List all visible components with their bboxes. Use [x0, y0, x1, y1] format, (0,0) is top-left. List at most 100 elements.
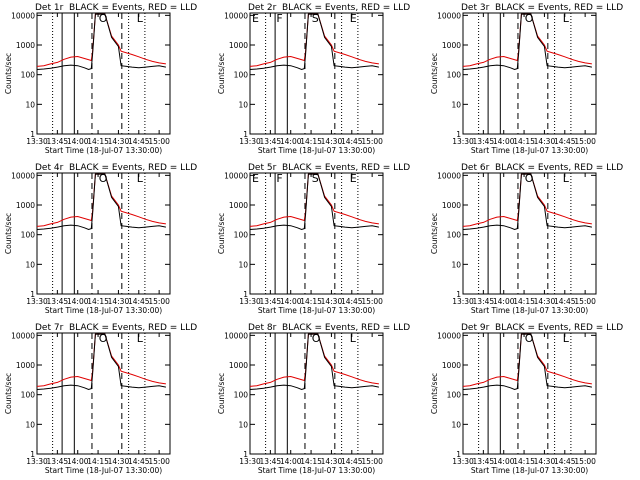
x-tick-label: 14:30	[534, 297, 556, 306]
x-axis-label: Start Time (18-Jul-07 13:30:00)	[471, 146, 588, 155]
events-series-line	[249, 333, 380, 391]
y-tick-label: 10000	[437, 331, 461, 340]
y-tick-label: 10000	[11, 171, 35, 180]
y-tick-label: 10000	[11, 331, 35, 340]
plot-frame	[36, 172, 171, 295]
panel-title: Det 5r	[248, 163, 277, 173]
x-tick-label: 14:00	[67, 457, 89, 466]
x-tick-label: 13:45	[47, 297, 69, 306]
plot-frame	[249, 172, 384, 295]
x-tick-label: 14:00	[493, 457, 515, 466]
x-tick-label: 14:45	[341, 137, 363, 146]
x-axis-label: Start Time (18-Jul-07 13:30:00)	[258, 466, 375, 475]
panel-title: Det 6r	[461, 163, 490, 173]
x-tick-label: 14:30	[321, 297, 343, 306]
x-tick-label: 14:30	[108, 457, 130, 466]
y-tick-label: 10	[238, 420, 248, 429]
x-tick-label: 13:45	[260, 457, 282, 466]
x-tick-label: 13:30	[452, 457, 474, 466]
x-axis-label: Start Time (18-Jul-07 13:30:00)	[45, 466, 162, 475]
y-tick-label: 10	[451, 100, 461, 109]
x-tick-label: 14:15	[87, 297, 109, 306]
x-tick-label: 13:45	[47, 137, 69, 146]
x-tick-label: 14:00	[67, 137, 89, 146]
x-tick-label: 14:45	[341, 457, 363, 466]
panel-legend: BLACK = Events, RED = LLD	[495, 323, 623, 333]
detector-panel: Det 4r BLACK = Events, RED = LLD 13:3013:4…	[4, 163, 197, 315]
state-marker: F	[276, 172, 282, 185]
detector-panel: Det 3r BLACK = Events, RED = LLD 13:3013:4…	[430, 3, 623, 155]
y-tick-label: 1	[243, 130, 248, 139]
y-tick-label: 10	[25, 100, 35, 109]
y-tick-label: 1000	[229, 41, 248, 50]
detector-panel: Det 8r BLACK = Events, RED = LLD 13:3013:4…	[217, 323, 410, 475]
y-tick-label: 1000	[442, 201, 461, 210]
events-series-line	[249, 13, 380, 71]
events-series-line	[36, 13, 167, 71]
x-tick-label: 14:00	[280, 297, 302, 306]
y-tick-label: 1	[456, 450, 461, 459]
panel-title: Det 9r	[461, 323, 490, 333]
y-tick-label: 10000	[11, 11, 35, 20]
y-tick-label: 1000	[442, 361, 461, 370]
x-tick-label: 13:30	[239, 137, 261, 146]
x-axis-label: Start Time (18-Jul-07 13:30:00)	[45, 146, 162, 155]
x-tick-label: 15:00	[574, 457, 596, 466]
x-tick-label: 13:30	[239, 297, 261, 306]
x-tick-label: 14:00	[493, 137, 515, 146]
detector-panel: Det 7r BLACK = Events, RED = LLD 13:3013:4…	[4, 323, 197, 475]
y-tick-label: 10	[238, 260, 248, 269]
y-tick-label: 10	[451, 260, 461, 269]
panel-legend: BLACK = Events, RED = LLD	[69, 163, 197, 173]
panel-legend: BLACK = Events, RED = LLD	[495, 3, 623, 13]
y-tick-label: 1	[30, 290, 35, 299]
plot-frame	[36, 12, 171, 135]
y-axis-label: Counts/sec	[4, 53, 13, 94]
x-tick-label: 14:15	[87, 137, 109, 146]
panel-title: Det 4r	[35, 163, 64, 173]
plot-frame	[249, 332, 384, 455]
x-tick-label: 13:45	[473, 137, 495, 146]
y-tick-label: 1	[456, 130, 461, 139]
x-tick-label: 14:15	[513, 457, 535, 466]
x-tick-label: 15:00	[574, 137, 596, 146]
x-tick-label: 13:30	[452, 137, 474, 146]
state-marker: L	[137, 332, 144, 345]
state-marker: L	[137, 172, 144, 185]
x-tick-label: 14:30	[321, 137, 343, 146]
y-tick-label: 10000	[437, 11, 461, 20]
y-tick-label: 1000	[16, 201, 35, 210]
x-tick-label: 13:45	[473, 457, 495, 466]
plot-frame	[462, 172, 597, 295]
state-marker: O	[525, 332, 534, 345]
x-tick-label: 14:30	[534, 457, 556, 466]
y-axis-label: Counts/sec	[430, 373, 439, 414]
y-axis-label: Counts/sec	[4, 373, 13, 414]
state-marker: S	[312, 172, 319, 185]
state-marker: O	[99, 172, 108, 185]
x-tick-label: 14:00	[280, 137, 302, 146]
y-tick-label: 10000	[224, 331, 248, 340]
x-tick-label: 13:30	[239, 457, 261, 466]
y-tick-label: 10000	[224, 171, 248, 180]
state-marker: E	[350, 172, 357, 185]
y-tick-label: 1000	[229, 201, 248, 210]
x-tick-label: 15:00	[148, 137, 170, 146]
x-tick-label: 14:45	[128, 297, 150, 306]
plot-frame	[462, 12, 597, 135]
panel-legend: BLACK = Events, RED = LLD	[282, 163, 410, 173]
y-tick-label: 100	[447, 71, 462, 80]
panel-title: Det 1r	[35, 3, 64, 13]
x-tick-label: 15:00	[361, 137, 383, 146]
x-tick-label: 13:30	[26, 137, 48, 146]
state-marker: L	[350, 332, 357, 345]
x-tick-label: 13:45	[260, 137, 282, 146]
x-tick-label: 14:15	[300, 457, 322, 466]
x-tick-label: 14:00	[493, 297, 515, 306]
panel-legend: BLACK = Events, RED = LLD	[69, 3, 197, 13]
x-tick-label: 13:30	[452, 297, 474, 306]
panel-legend: BLACK = Events, RED = LLD	[282, 323, 410, 333]
y-tick-label: 100	[234, 231, 249, 240]
y-tick-label: 10	[25, 420, 35, 429]
y-axis-label: Counts/sec	[217, 53, 226, 94]
